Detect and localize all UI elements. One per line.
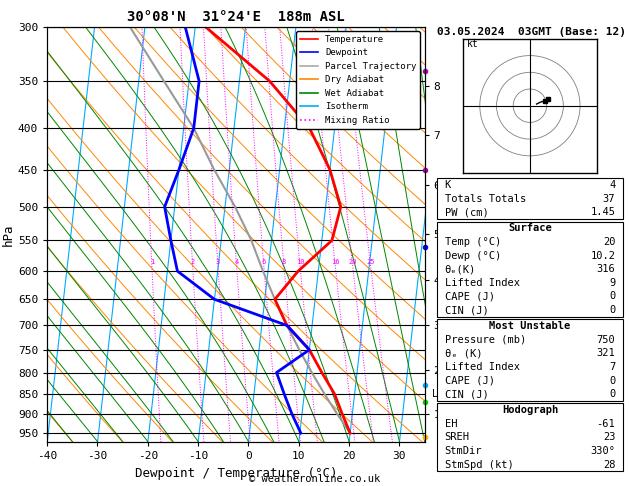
Text: Most Unstable: Most Unstable: [489, 321, 571, 331]
Text: K: K: [445, 180, 451, 190]
Text: Hodograph: Hodograph: [502, 405, 558, 415]
X-axis label: Dewpoint / Temperature (°C): Dewpoint / Temperature (°C): [135, 467, 337, 480]
Text: Temp (°C): Temp (°C): [445, 237, 501, 247]
Text: 10: 10: [296, 259, 304, 265]
Text: 4: 4: [609, 180, 615, 190]
FancyBboxPatch shape: [437, 403, 623, 471]
Text: 0: 0: [609, 305, 615, 315]
Text: 37: 37: [603, 194, 615, 204]
Text: © weatheronline.co.uk: © weatheronline.co.uk: [249, 473, 380, 484]
Text: 0: 0: [609, 389, 615, 399]
Text: -61: -61: [596, 419, 615, 429]
Text: 750: 750: [596, 335, 615, 345]
Text: 23: 23: [603, 433, 615, 442]
Text: Lifted Index: Lifted Index: [445, 278, 520, 288]
Title: 30°08'N  31°24'E  188m ASL: 30°08'N 31°24'E 188m ASL: [127, 10, 345, 24]
Text: 1: 1: [150, 259, 154, 265]
Text: 25: 25: [366, 259, 375, 265]
Text: kt: kt: [467, 39, 478, 49]
Text: 16: 16: [331, 259, 340, 265]
Text: 0: 0: [609, 376, 615, 385]
Text: CIN (J): CIN (J): [445, 305, 488, 315]
Text: 2: 2: [191, 259, 195, 265]
Text: 03.05.2024  03GMT (Base: 12): 03.05.2024 03GMT (Base: 12): [437, 27, 626, 37]
Text: CIN (J): CIN (J): [445, 389, 488, 399]
Text: Surface: Surface: [508, 224, 552, 233]
Text: 0: 0: [609, 292, 615, 301]
Text: CAPE (J): CAPE (J): [445, 292, 494, 301]
Text: 4: 4: [235, 259, 238, 265]
Text: StmDir: StmDir: [445, 446, 482, 456]
Y-axis label: km
ASL: km ASL: [443, 225, 465, 244]
Text: 1.45: 1.45: [590, 208, 615, 217]
Text: 10.2: 10.2: [590, 251, 615, 260]
Text: Dewp (°C): Dewp (°C): [445, 251, 501, 260]
Text: 20: 20: [348, 259, 357, 265]
Y-axis label: hPa: hPa: [2, 223, 15, 246]
Legend: Temperature, Dewpoint, Parcel Trajectory, Dry Adiabat, Wet Adiabat, Isotherm, Mi: Temperature, Dewpoint, Parcel Trajectory…: [296, 31, 420, 129]
Text: PW (cm): PW (cm): [445, 208, 488, 217]
Text: 316: 316: [596, 264, 615, 274]
FancyBboxPatch shape: [437, 319, 623, 401]
Text: 330°: 330°: [590, 446, 615, 456]
Text: Pressure (mb): Pressure (mb): [445, 335, 526, 345]
FancyBboxPatch shape: [437, 222, 623, 317]
Text: Lifted Index: Lifted Index: [445, 362, 520, 372]
Text: 6: 6: [262, 259, 266, 265]
Text: 7: 7: [609, 362, 615, 372]
Text: Totals Totals: Totals Totals: [445, 194, 526, 204]
Text: 9: 9: [609, 278, 615, 288]
Text: 3: 3: [216, 259, 220, 265]
Text: 28: 28: [603, 460, 615, 469]
Text: SREH: SREH: [445, 433, 470, 442]
Text: LCL: LCL: [431, 389, 449, 399]
FancyBboxPatch shape: [437, 178, 623, 219]
Text: 8: 8: [282, 259, 286, 265]
Text: θₑ (K): θₑ (K): [445, 348, 482, 358]
Text: EH: EH: [445, 419, 457, 429]
Text: StmSpd (kt): StmSpd (kt): [445, 460, 513, 469]
Text: 20: 20: [603, 237, 615, 247]
Text: 321: 321: [596, 348, 615, 358]
Text: CAPE (J): CAPE (J): [445, 376, 494, 385]
Text: θₑ(K): θₑ(K): [445, 264, 476, 274]
